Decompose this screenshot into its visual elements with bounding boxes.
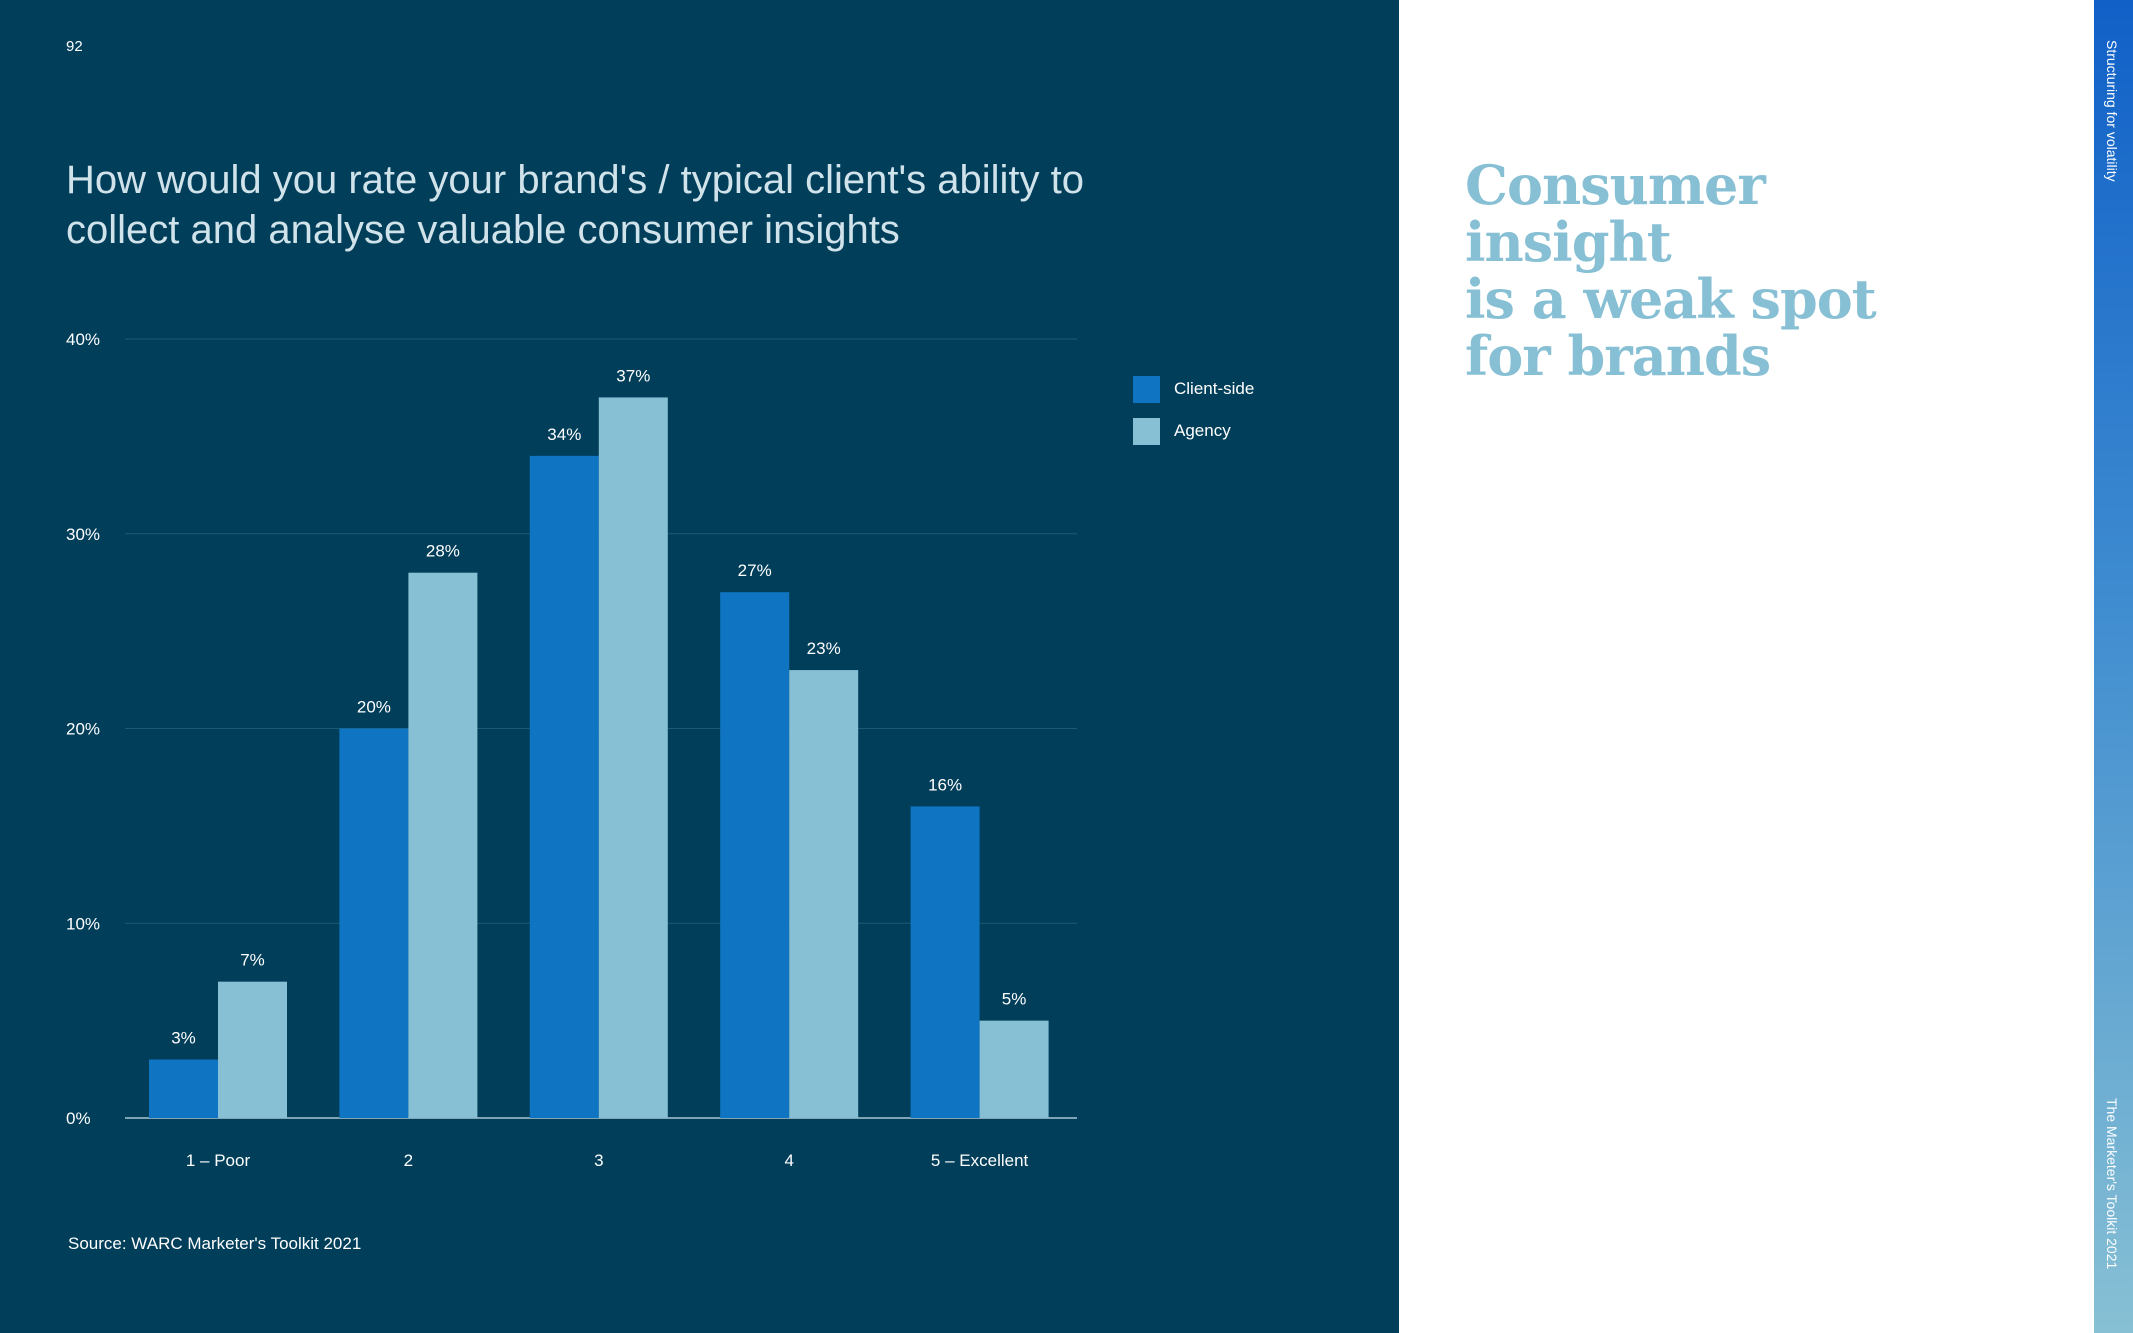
legend-swatch-client-side <box>1133 375 1160 403</box>
bar-chart: 0% 10% 20% 30% 40% 3% 7% 1 – Poor 20% 28% 2 34% 37% 3… <box>66 330 1077 1170</box>
data-label: 20% <box>357 698 391 717</box>
bar-client-side <box>720 592 790 1118</box>
chart-legend: Client-side Agency <box>1133 375 1254 459</box>
source-note: Source: WARC Marketer's Toolkit 2021 <box>68 1234 362 1253</box>
x-tick-label: 2 <box>404 1151 413 1170</box>
bar-agency <box>408 572 478 1118</box>
page-number: 92 <box>66 38 83 55</box>
section-headline: Consumer insight is a weak spot for bran… <box>1465 157 1985 385</box>
y-tick-label: 0% <box>66 1109 91 1128</box>
legend-label-agency: Agency <box>1174 421 1231 440</box>
data-label: 7% <box>240 951 265 970</box>
data-label: 27% <box>738 561 772 580</box>
data-label: 23% <box>807 639 841 658</box>
bar-agency <box>598 397 668 1118</box>
y-tick-label: 10% <box>66 914 100 933</box>
legend-swatch-agency <box>1133 417 1160 445</box>
data-label: 3% <box>171 1029 196 1048</box>
data-label: 34% <box>547 425 581 444</box>
bar-agency <box>979 1020 1049 1118</box>
bar-client-side <box>529 455 599 1119</box>
legend-item-agency: Agency <box>1133 417 1254 445</box>
bar-client-side <box>149 1059 218 1118</box>
data-label: 5% <box>1002 990 1027 1009</box>
headline-line-1: Consumer insight <box>1465 153 1766 274</box>
data-label: 16% <box>928 775 962 794</box>
bar-agency <box>789 670 859 1118</box>
legend-label-client-side: Client-side <box>1174 379 1255 398</box>
data-label: 37% <box>616 366 650 385</box>
headline-line-3: for brands <box>1465 324 1771 388</box>
x-tick-label: 1 – Poor <box>186 1151 251 1170</box>
data-label: 28% <box>426 542 460 561</box>
x-tick-label: 5 – Excellent <box>931 1151 1029 1170</box>
bar-agency <box>218 981 287 1118</box>
headline-line-2: is a weak spot <box>1465 267 1877 331</box>
legend-item-client-side: Client-side <box>1133 375 1254 403</box>
x-tick-label: 3 <box>594 1151 603 1170</box>
y-tick-label: 30% <box>66 525 100 544</box>
side-accent-bar <box>2094 0 2133 1333</box>
chart-title: How would you rate your brand's / typica… <box>66 158 1084 252</box>
y-tick-label: 40% <box>66 330 100 349</box>
x-tick-label: 4 <box>784 1151 793 1170</box>
side-label-publication: The Marketer's Toolkit 2021 <box>2104 1098 2120 1270</box>
y-tick-label: 20% <box>66 720 100 739</box>
bar-client-side <box>910 806 980 1118</box>
bar-client-side <box>339 728 409 1118</box>
side-label-section: Structuring for volatility <box>2104 40 2120 182</box>
